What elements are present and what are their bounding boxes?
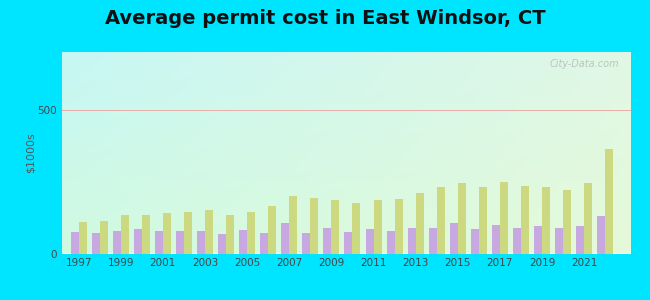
Text: City-Data.com: City-Data.com (549, 58, 619, 68)
Bar (395, 199, 402, 254)
Bar (281, 223, 289, 253)
Bar (584, 183, 592, 254)
Bar (176, 230, 184, 254)
Bar (500, 182, 508, 254)
Bar (323, 228, 332, 254)
Bar (429, 228, 437, 253)
Bar (521, 186, 529, 254)
Bar (332, 200, 339, 254)
Bar (534, 226, 542, 253)
Bar (437, 188, 445, 254)
Bar (92, 233, 99, 254)
Bar (247, 212, 255, 254)
Bar (352, 203, 361, 254)
Bar (205, 210, 213, 254)
Bar (289, 196, 297, 254)
Bar (479, 188, 487, 254)
Bar (374, 200, 382, 254)
Bar (310, 197, 318, 254)
Bar (542, 188, 550, 254)
Text: Average permit cost in East Windsor, CT: Average permit cost in East Windsor, CT (105, 9, 545, 28)
Bar (121, 215, 129, 254)
Bar (134, 229, 142, 254)
Bar (71, 232, 79, 254)
Bar (197, 230, 205, 254)
Bar (555, 228, 563, 254)
Bar (415, 193, 424, 254)
Bar (218, 234, 226, 254)
Bar (155, 230, 163, 254)
Bar (458, 183, 466, 254)
Bar (260, 233, 268, 254)
Bar (268, 206, 276, 254)
Bar (563, 190, 571, 253)
Bar (163, 213, 171, 254)
Bar (344, 232, 352, 254)
Bar (387, 231, 395, 254)
Bar (239, 230, 247, 253)
Bar (99, 221, 108, 254)
Bar (408, 228, 415, 254)
Bar (302, 233, 310, 254)
Bar (112, 230, 121, 254)
Bar (450, 223, 458, 253)
Bar (471, 229, 479, 254)
Bar (79, 222, 86, 254)
Bar (492, 225, 500, 253)
Bar (184, 212, 192, 254)
Bar (597, 216, 605, 254)
Bar (576, 226, 584, 253)
Bar (226, 215, 234, 254)
Bar (513, 228, 521, 253)
Bar (605, 149, 613, 254)
Y-axis label: $1000s: $1000s (26, 133, 36, 173)
Bar (365, 229, 374, 254)
Bar (142, 215, 150, 254)
